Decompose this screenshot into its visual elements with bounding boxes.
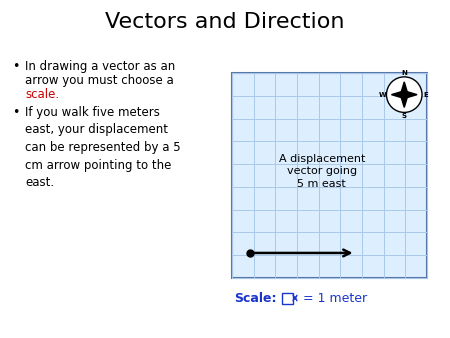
Text: In drawing a vector as an: In drawing a vector as an [25,60,175,73]
Text: = 1 meter: = 1 meter [303,291,367,305]
Text: •: • [12,106,19,119]
Bar [232,73,427,278]
Polygon shape [400,82,408,95]
Text: •: • [12,60,19,73]
Bar [282,292,293,304]
Text: N: N [401,70,407,76]
Text: E: E [423,92,428,98]
Text: S: S [402,113,407,119]
Text: A displacement
vector going
5 m east: A displacement vector going 5 m east [279,153,365,189]
Text: Vectors and Direction: Vectors and Direction [105,12,345,32]
Text: Scale:: Scale: [234,291,276,305]
Circle shape [387,77,422,113]
Polygon shape [404,91,417,98]
Polygon shape [400,95,408,107]
Polygon shape [392,91,404,98]
Text: arrow you must choose a: arrow you must choose a [25,74,174,87]
Text: scale.: scale. [25,88,59,101]
Text: If you walk five meters
east, your displacement
can be represented by a 5
cm arr: If you walk five meters east, your displ… [25,106,180,189]
Text: W: W [379,92,387,98]
